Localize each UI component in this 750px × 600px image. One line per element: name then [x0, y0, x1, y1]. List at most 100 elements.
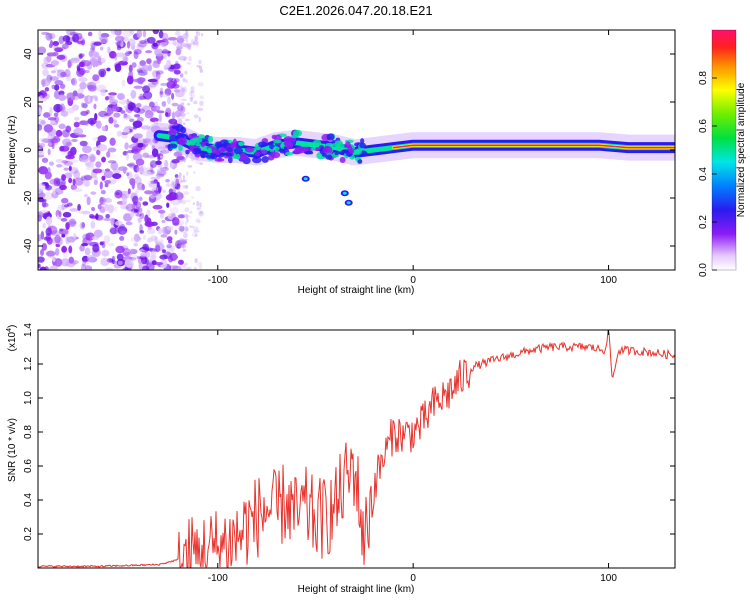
- noise-speckle-dot: [147, 64, 153, 72]
- noise-speckle-dot: [114, 52, 118, 62]
- noise-speckle-dot: [195, 218, 201, 223]
- noise-speckle-dot: [92, 146, 98, 152]
- noise-speckle-dot: [141, 171, 152, 177]
- noise-speckle-dot: [107, 242, 115, 247]
- figure-title: C2E1.2026.047.20.18.E21: [279, 3, 432, 18]
- noise-speckle-dot: [193, 267, 197, 270]
- noise-speckle-dot: [197, 107, 204, 112]
- signal-ridge: [146, 122, 675, 206]
- noise-speckle-dot: [73, 233, 77, 239]
- noise-speckle-dot: [179, 41, 182, 45]
- noise-speckle-dot: [82, 259, 87, 268]
- noise-speckle-dot: [164, 159, 169, 169]
- ridge-blob: [359, 142, 366, 149]
- ridge-blob: [169, 134, 179, 142]
- noise-speckle-dot: [147, 237, 154, 243]
- noise-speckle-dot: [117, 93, 125, 101]
- noise-speckle-dot: [89, 155, 96, 163]
- noise-speckle-dot: [139, 224, 143, 233]
- noise-speckle-dot: [49, 106, 53, 116]
- noise-speckle-dot: [152, 61, 160, 69]
- noise-speckle-dot: [73, 170, 81, 180]
- noise-speckle-dot: [83, 175, 93, 181]
- noise-speckle-dot: [133, 242, 139, 247]
- noise-speckle-dot: [96, 84, 107, 92]
- noise-speckle-dot: [198, 116, 201, 123]
- spectrogram-y-axis: -40 -20 0 20 40: [23, 48, 675, 253]
- ridge-blob: [238, 141, 245, 146]
- noise-speckle-dot: [76, 40, 84, 44]
- noise-speckle-dot: [159, 155, 164, 159]
- noise-speckle-dot: [62, 211, 72, 218]
- noise-speckle-dot: [116, 253, 124, 261]
- noise-speckle-dot: [147, 82, 157, 88]
- noise-speckle-dot: [41, 242, 47, 251]
- noise-speckle-dot: [190, 156, 195, 162]
- noise-speckle-dot: [51, 84, 55, 90]
- noise-speckle-dot: [110, 30, 120, 35]
- noise-speckle-dot: [66, 236, 76, 243]
- snr-x-axis: -100 0 100: [208, 330, 617, 584]
- noise-speckle-dot: [97, 55, 102, 64]
- noise-speckle-dot: [154, 121, 159, 125]
- noise-speckle-dot: [171, 159, 180, 164]
- noise-speckle-dot: [50, 60, 60, 66]
- ridge-blob: [326, 133, 335, 141]
- ridge-blob: [340, 149, 351, 153]
- noise-speckle-dot: [133, 201, 138, 206]
- noise-speckle-dot: [190, 152, 193, 157]
- noise-speckle-dot: [190, 98, 193, 102]
- noise-speckle-dot: [105, 214, 110, 219]
- ridge-blob: [233, 147, 243, 155]
- noise-speckle-dot: [151, 78, 159, 85]
- noise-speckle-dot: [185, 79, 189, 84]
- noise-speckle-dot: [53, 84, 60, 91]
- noise-speckle-dot: [55, 158, 64, 163]
- noise-speckle-dot: [116, 92, 123, 100]
- noise-speckle-dot: [139, 60, 147, 67]
- noise-speckle-dot: [78, 210, 88, 215]
- noise-speckle-dot: [180, 244, 187, 249]
- noise-speckle-dot: [48, 32, 56, 40]
- ridge-blob: [271, 134, 277, 140]
- noise-speckle-dot: [108, 92, 117, 96]
- noise-speckle-dot: [196, 31, 199, 34]
- snr-y-tick-label: 1.4: [23, 323, 34, 337]
- noise-speckle-dot: [162, 189, 166, 193]
- noise-speckle-dot: [94, 51, 100, 58]
- noise-speckle-dot: [157, 227, 163, 235]
- noise-speckle-dot: [84, 261, 90, 265]
- noise-speckle-dot: [199, 162, 204, 165]
- noise-speckle-dot: [130, 236, 139, 243]
- noise-speckle-dot: [106, 67, 111, 72]
- noise-speckle-dot: [159, 259, 168, 269]
- snr-x-tick-label: 100: [600, 573, 617, 584]
- noise-speckle-dot: [38, 147, 43, 156]
- noise-speckle-dot: [145, 251, 151, 258]
- noise-speckle-dot: [183, 214, 188, 219]
- noise-speckle-dot: [134, 114, 141, 118]
- noise-speckle-dot: [82, 145, 92, 154]
- noise-speckle-dot: [161, 93, 170, 98]
- noise-speckle-dot: [42, 222, 46, 229]
- noise-speckle-dot: [99, 181, 103, 190]
- ridge-blob: [357, 159, 363, 164]
- noise-speckle-dot: [89, 57, 98, 66]
- noise-speckle-dot: [60, 217, 68, 222]
- noise-speckle-dot: [51, 58, 60, 67]
- noise-speckle-dot: [156, 167, 167, 174]
- noise-speckle-dot: [158, 30, 164, 39]
- noise-speckle-dot: [137, 42, 147, 48]
- noise-speckle-dot: [177, 103, 182, 109]
- noise-speckle-dot: [122, 197, 127, 206]
- noise-speckle-dot: [90, 191, 97, 195]
- noise-speckle-dot: [78, 77, 88, 83]
- ridge-blob: [219, 146, 225, 153]
- noise-speckle-dot: [184, 221, 187, 226]
- noise-speckle-dot: [55, 248, 60, 256]
- snr-series-line: [38, 330, 675, 568]
- noise-speckle-dot: [138, 207, 143, 213]
- noise-speckle-dot: [65, 125, 72, 133]
- noise-speckle-dot: [137, 142, 144, 148]
- noise-speckle-dot: [186, 199, 191, 203]
